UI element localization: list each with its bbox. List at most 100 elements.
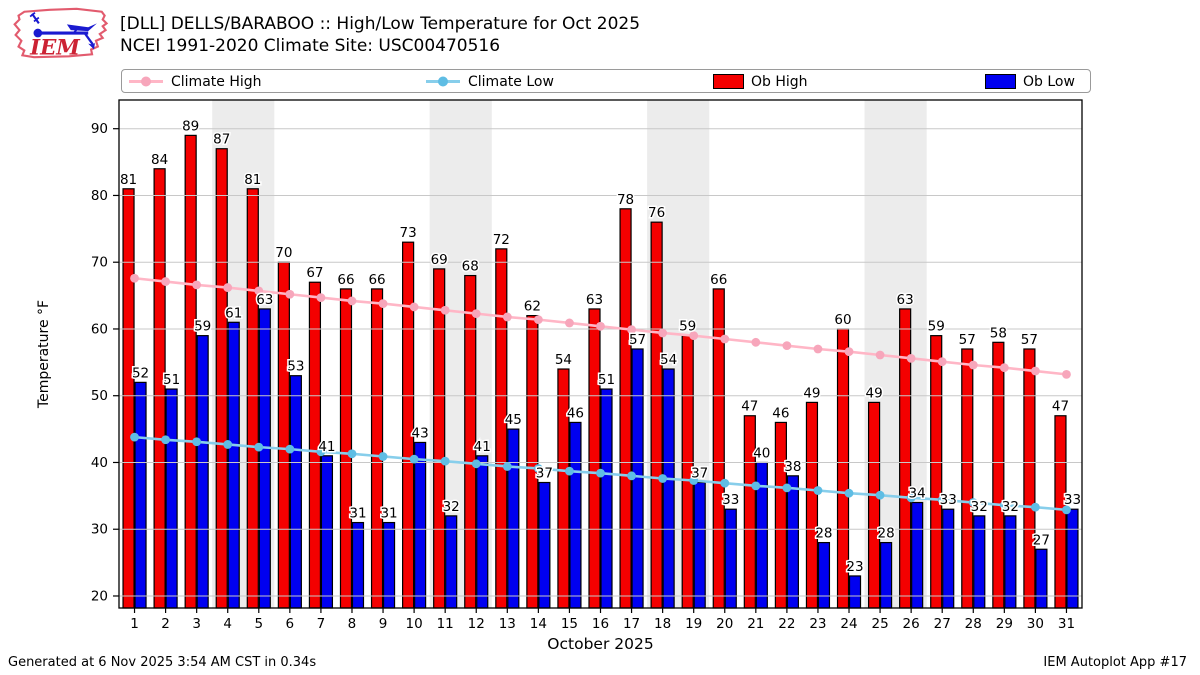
x-tick-label: 15 bbox=[561, 616, 578, 632]
ob-high-value-label: 47 bbox=[741, 399, 758, 415]
climate-high-marker bbox=[316, 293, 326, 302]
ob-low-bar bbox=[196, 335, 209, 609]
climate-low-marker bbox=[471, 459, 481, 469]
ob-high-bar bbox=[930, 335, 943, 609]
ob-low-bar bbox=[227, 321, 240, 609]
ob-low-bar bbox=[942, 508, 955, 609]
ob-low-value-label: 53 bbox=[287, 359, 304, 375]
ob-low-bar bbox=[320, 455, 334, 609]
ob-high-value-label: 46 bbox=[772, 405, 789, 421]
climate-low-marker bbox=[378, 452, 388, 461]
ob-low-bar bbox=[382, 521, 396, 609]
climate-low-marker bbox=[751, 481, 761, 491]
climate-low-marker bbox=[999, 500, 1009, 510]
ob-high-value-label: 58 bbox=[990, 325, 1007, 341]
climate-high-marker bbox=[658, 328, 668, 338]
ob-low-value-label: 57 bbox=[629, 332, 646, 348]
climate-high-marker bbox=[254, 286, 264, 296]
ob-low-value-label: 34 bbox=[909, 486, 926, 502]
footer-app-label: IEM Autoplot App #17 bbox=[1043, 655, 1187, 670]
climate-low-marker bbox=[161, 435, 170, 445]
x-tick-label: 29 bbox=[996, 616, 1013, 632]
climate-high-marker bbox=[751, 337, 761, 347]
climate-high-marker bbox=[1062, 369, 1071, 379]
ob-low-bar bbox=[662, 368, 675, 609]
iem-logo-text: IEM bbox=[29, 35, 81, 60]
climate-low-marker bbox=[689, 476, 699, 485]
x-tick-label: 14 bbox=[530, 616, 547, 632]
climate-high-marker bbox=[130, 273, 139, 283]
x-tick-label: 24 bbox=[840, 616, 857, 632]
climate-high-marker bbox=[223, 283, 233, 292]
legend-item-climate-high: Climate High bbox=[128, 71, 262, 92]
ob-low-bar bbox=[569, 421, 582, 609]
climate-high-marker bbox=[409, 302, 419, 312]
x-tick-label: 26 bbox=[903, 616, 920, 632]
climate-high-marker bbox=[440, 305, 450, 315]
climate-low-marker bbox=[1031, 502, 1040, 512]
ob-low-value-label: 32 bbox=[1002, 499, 1019, 515]
ob-high-value-label: 72 bbox=[493, 232, 510, 248]
x-tick-label: 23 bbox=[809, 616, 826, 632]
footer-generated-at: Generated at 6 Nov 2025 3:54 AM CST in 0… bbox=[8, 655, 317, 670]
ob-high-value-label: 87 bbox=[213, 132, 230, 148]
ob-low-bar bbox=[414, 441, 427, 609]
ob-low-bar bbox=[165, 388, 178, 609]
ob-high-bar bbox=[215, 148, 228, 609]
x-tick-label: 31 bbox=[1058, 616, 1075, 632]
ob-low-value-label: 40 bbox=[753, 445, 770, 461]
x-tick-label: 22 bbox=[778, 616, 795, 632]
climate-low-marker bbox=[782, 483, 792, 493]
ob-high-bar bbox=[526, 315, 539, 609]
ob-high-bar bbox=[184, 134, 197, 609]
ob-low-bar bbox=[507, 428, 520, 609]
ob-low-bar bbox=[538, 481, 551, 609]
x-tick-label: 28 bbox=[965, 616, 982, 632]
page-subtitle: NCEI 1991-2020 Climate Site: USC00470516 bbox=[120, 36, 501, 56]
ob-low-value-label: 61 bbox=[225, 305, 242, 321]
ob-high-bar bbox=[992, 341, 1005, 609]
x-tick-label: 17 bbox=[623, 616, 640, 632]
climate-low-marker bbox=[720, 478, 730, 488]
ob-high-bar bbox=[867, 401, 881, 609]
ob-low-bar bbox=[817, 541, 831, 609]
climate-low-marker bbox=[813, 486, 823, 495]
ob-high-bar bbox=[153, 168, 166, 609]
ob-high-value-label: 60 bbox=[834, 312, 851, 328]
ob-low-value-label: 32 bbox=[443, 499, 460, 515]
ob-high-value-label: 49 bbox=[803, 385, 820, 401]
climate-low-marker bbox=[1062, 505, 1071, 515]
x-tick-label: 27 bbox=[934, 616, 951, 632]
ob-low-value-label: 27 bbox=[1033, 532, 1050, 548]
legend-item-climate-low: Climate Low bbox=[425, 71, 554, 92]
legend-item-ob-high: Ob High bbox=[713, 71, 808, 92]
ob-low-value-label: 63 bbox=[256, 292, 273, 308]
ob-low-value-label: 38 bbox=[784, 459, 801, 475]
ob-low-value-label: 37 bbox=[536, 466, 553, 482]
y-tick-label: 50 bbox=[91, 388, 108, 404]
x-tick-label: 19 bbox=[685, 616, 702, 632]
climate-low-marker bbox=[130, 432, 139, 442]
x-tick-label: 16 bbox=[592, 616, 609, 632]
ob-low-value-label: 32 bbox=[971, 499, 988, 515]
ob-low-value-label: 23 bbox=[846, 559, 863, 575]
x-tick-label: 12 bbox=[468, 616, 485, 632]
ob-low-value-label: 41 bbox=[474, 439, 491, 455]
ob-low-value-label: 43 bbox=[412, 425, 429, 441]
ob-high-value-label: 59 bbox=[928, 319, 945, 335]
weathervane-icon bbox=[29, 12, 97, 50]
ob-low-value-label: 33 bbox=[940, 492, 957, 508]
ob-high-value-label: 63 bbox=[586, 292, 603, 308]
legend-label-ob-high: Ob High bbox=[751, 73, 808, 90]
ob-high-bar bbox=[961, 348, 974, 609]
climate-low-marker bbox=[906, 493, 916, 503]
x-axis-title: October 2025 bbox=[547, 635, 653, 653]
climate-high-marker bbox=[813, 344, 823, 354]
ob-low-bar bbox=[1066, 508, 1079, 609]
climate-low-marker bbox=[440, 456, 450, 466]
ob-high-value-label: 63 bbox=[897, 292, 914, 308]
ob-low-bar bbox=[134, 381, 147, 609]
climate-high-marker bbox=[689, 331, 699, 341]
